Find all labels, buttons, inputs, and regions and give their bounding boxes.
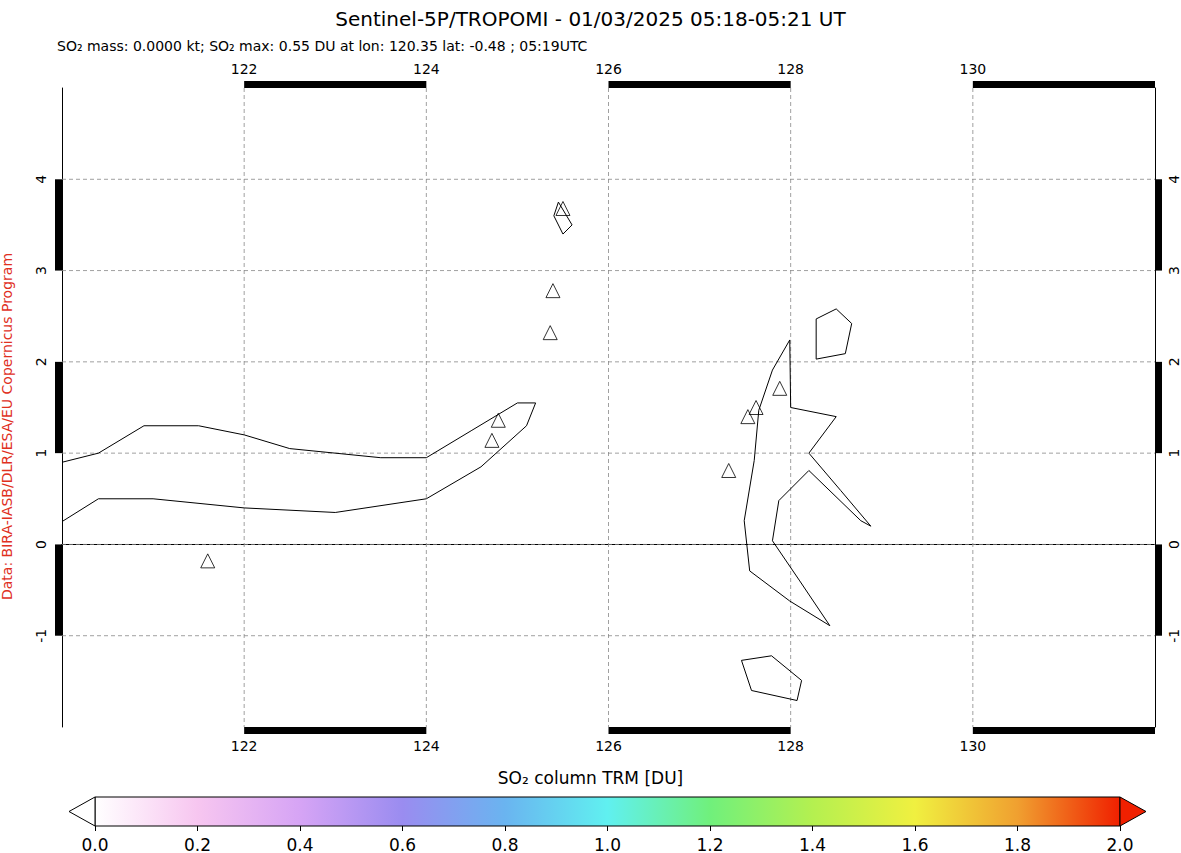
svg-text:3: 3 xyxy=(33,266,49,275)
svg-text:2.0: 2.0 xyxy=(1106,835,1133,853)
svg-text:1.4: 1.4 xyxy=(799,835,826,853)
svg-text:0: 0 xyxy=(33,540,49,549)
svg-text:124: 124 xyxy=(413,61,440,77)
svg-text:Data: BIRA-IASB/DLR/ESA/EU Cop: Data: BIRA-IASB/DLR/ESA/EU Copernicus Pr… xyxy=(0,253,15,600)
svg-text:126: 126 xyxy=(595,738,622,754)
svg-text:-1: -1 xyxy=(33,629,49,643)
svg-text:4: 4 xyxy=(33,175,49,184)
svg-text:122: 122 xyxy=(231,61,258,77)
svg-text:1.2: 1.2 xyxy=(696,835,723,853)
svg-text:-1: -1 xyxy=(1166,629,1181,643)
svg-text:2: 2 xyxy=(33,357,49,366)
svg-text:124: 124 xyxy=(413,738,440,754)
svg-text:126: 126 xyxy=(595,61,622,77)
svg-text:128: 128 xyxy=(777,738,804,754)
svg-text:0.8: 0.8 xyxy=(491,835,518,853)
svg-text:3: 3 xyxy=(1166,266,1181,275)
svg-text:SO₂ column TRM [DU]: SO₂ column TRM [DU] xyxy=(498,768,683,788)
svg-text:Sentinel-5P/TROPOMI - 01/03/20: Sentinel-5P/TROPOMI - 01/03/2025 05:18-0… xyxy=(335,7,846,31)
svg-text:122: 122 xyxy=(231,738,258,754)
svg-text:130: 130 xyxy=(959,738,986,754)
svg-text:4: 4 xyxy=(1166,175,1181,184)
svg-text:1.0: 1.0 xyxy=(594,835,621,853)
svg-text:0.0: 0.0 xyxy=(81,835,108,853)
svg-text:SO₂ mass: 0.0000 kt; SO₂ max:: SO₂ mass: 0.0000 kt; SO₂ max: 0.55 DU at… xyxy=(57,38,588,54)
svg-text:1.6: 1.6 xyxy=(901,835,928,853)
svg-text:128: 128 xyxy=(777,61,804,77)
svg-text:130: 130 xyxy=(959,61,986,77)
svg-text:2: 2 xyxy=(1166,357,1181,366)
svg-text:0.2: 0.2 xyxy=(184,835,211,853)
svg-text:0.6: 0.6 xyxy=(389,835,416,853)
svg-text:1.8: 1.8 xyxy=(1004,835,1031,853)
svg-text:1: 1 xyxy=(1166,449,1181,458)
svg-text:0: 0 xyxy=(1166,540,1181,549)
svg-text:0.4: 0.4 xyxy=(286,835,313,853)
svg-text:1: 1 xyxy=(33,449,49,458)
